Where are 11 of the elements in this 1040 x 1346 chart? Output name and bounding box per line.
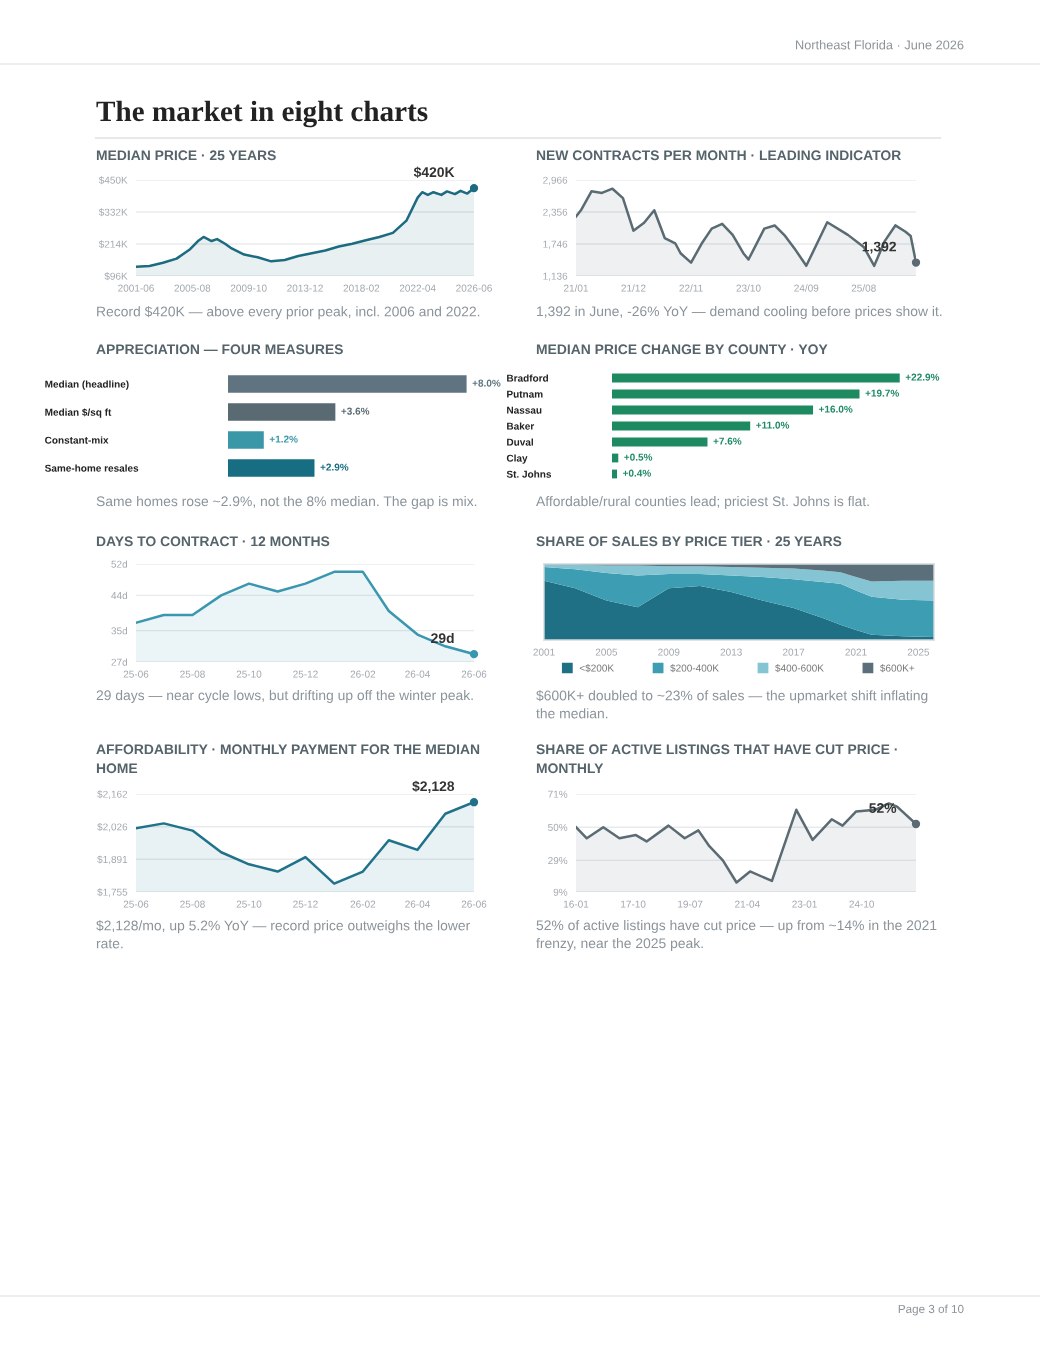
bar [612,405,814,415]
bar [612,437,708,447]
bar [228,431,264,449]
bar [228,459,315,477]
bar [612,421,751,431]
bar [228,375,467,393]
bar [228,403,336,421]
bar [612,389,860,399]
bar [612,469,618,479]
bar [612,373,900,383]
text: The market in eight charts [96,100,428,128]
